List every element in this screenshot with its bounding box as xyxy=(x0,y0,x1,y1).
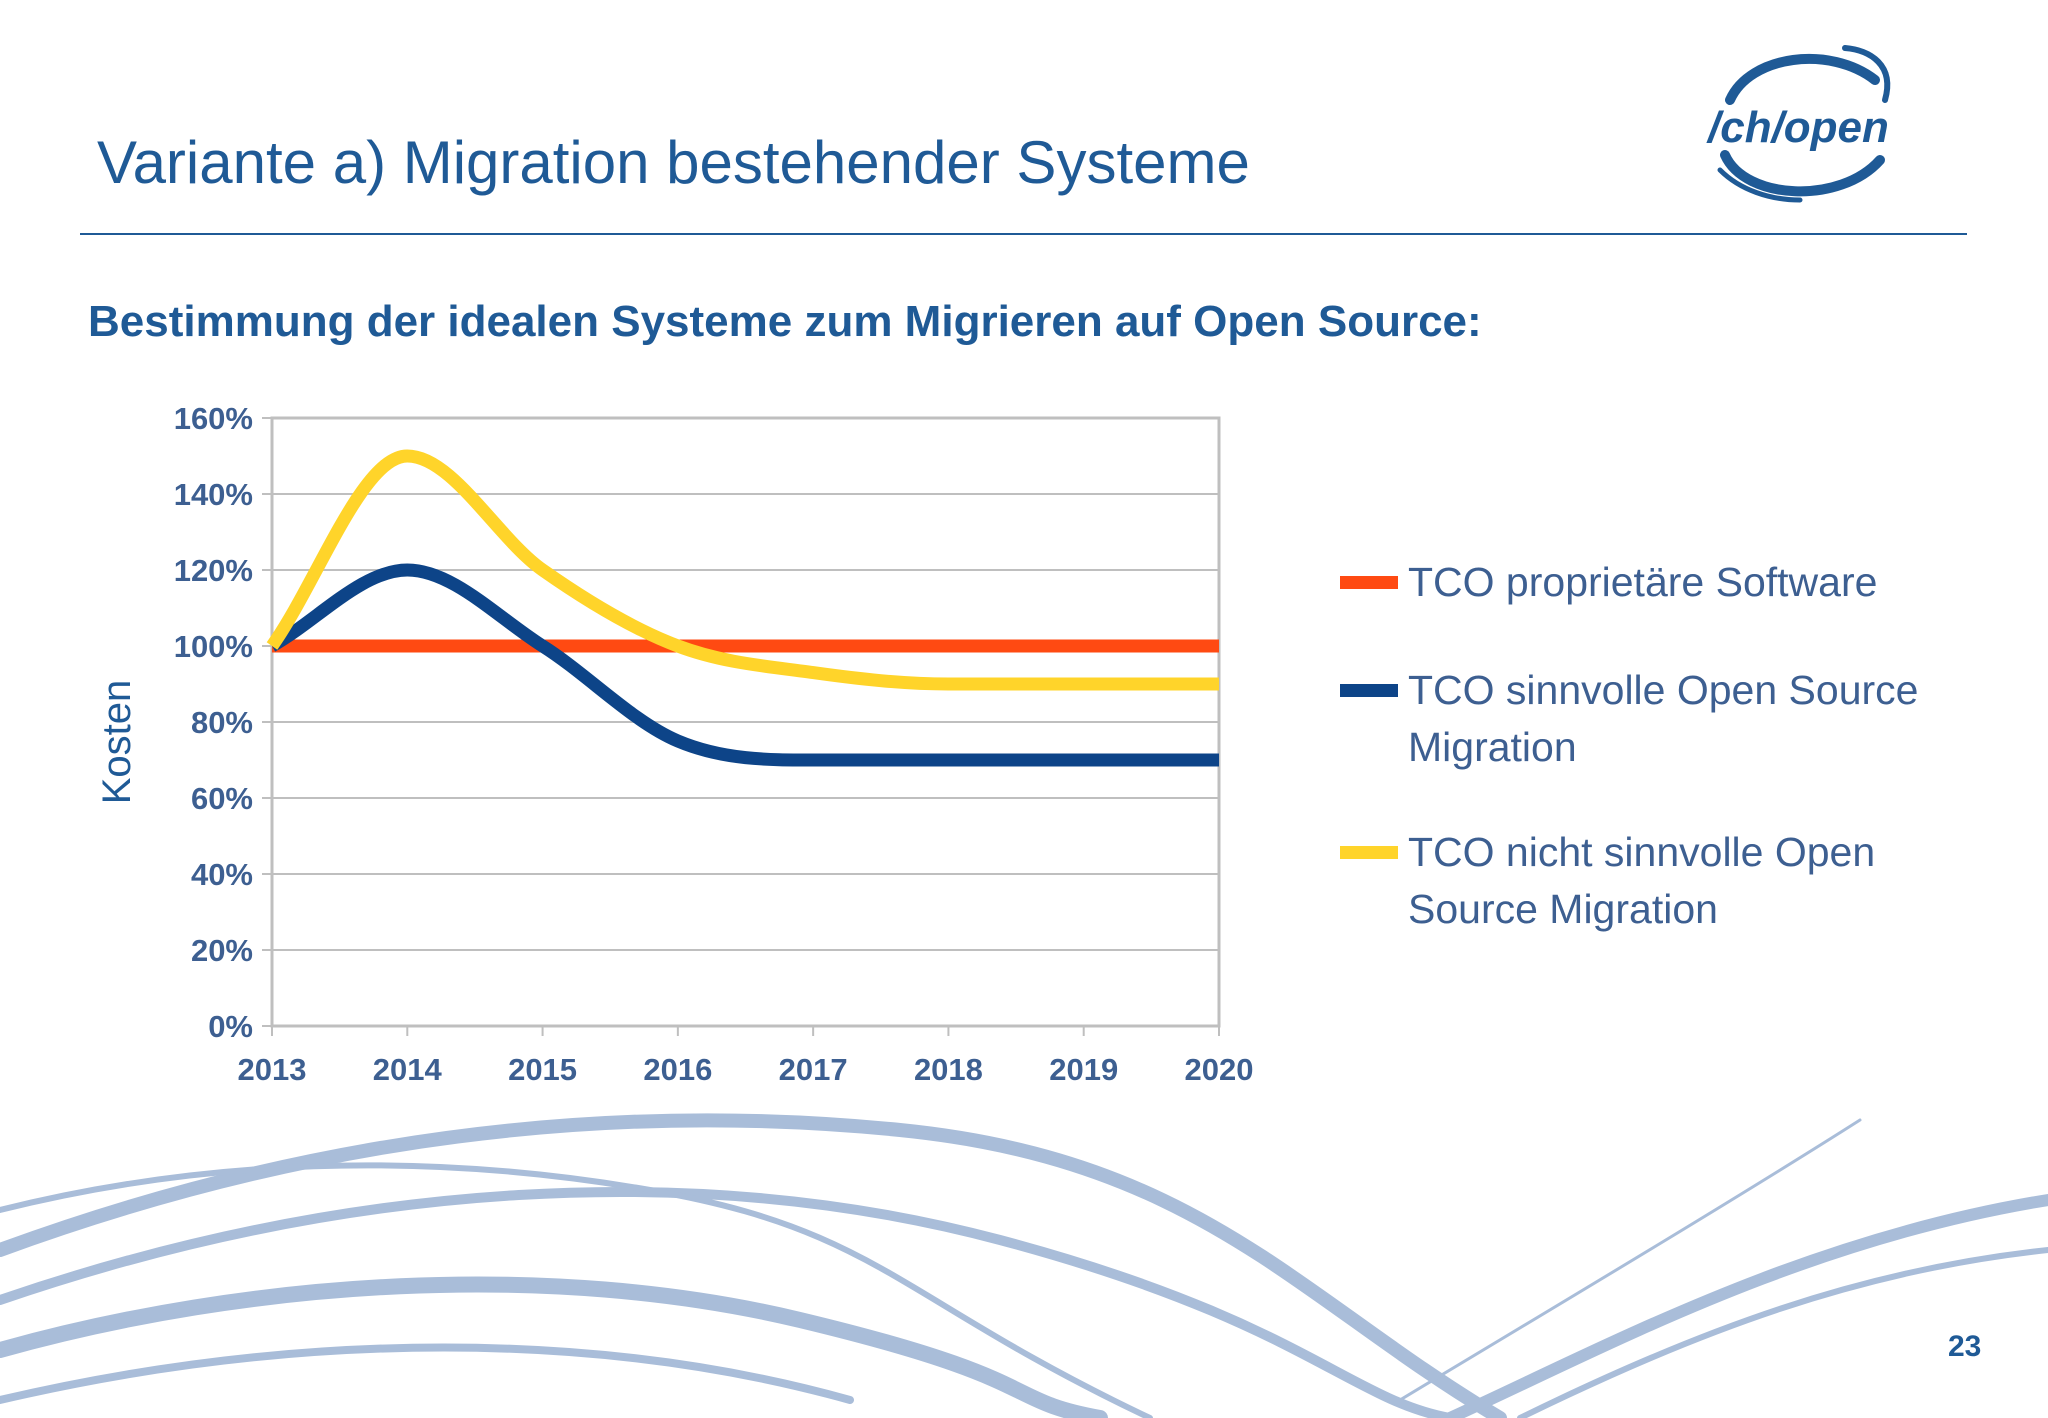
legend-label: Source Migration xyxy=(1408,886,1718,932)
y-tick-label: 60% xyxy=(191,781,253,816)
x-tick-label: 2020 xyxy=(1185,1052,1254,1087)
y-tick-label: 80% xyxy=(191,705,253,740)
x-tick-label: 2016 xyxy=(643,1052,712,1087)
chart-gridlines xyxy=(262,417,1220,1036)
y-tick-label: 160% xyxy=(174,401,253,436)
x-tick-label: 2013 xyxy=(238,1052,307,1087)
legend-swatch xyxy=(1340,576,1398,589)
series-line-3 xyxy=(266,449,1219,691)
legend-swatch xyxy=(1340,846,1398,859)
legend-label: TCO proprietäre Software xyxy=(1408,559,1877,605)
y-tick-label: 20% xyxy=(191,933,253,968)
y-tick-label: 120% xyxy=(174,553,253,588)
x-tick-label: 2014 xyxy=(373,1052,443,1087)
legend-label: Migration xyxy=(1408,724,1577,770)
slide-subtitle: Bestimmung der idealen Systeme zum Migri… xyxy=(88,297,1482,346)
x-tick-label: 2015 xyxy=(508,1052,577,1087)
logo-text: /ch/open xyxy=(1706,103,1889,152)
ch-open-logo: /ch/open xyxy=(1706,45,1891,203)
y-tick-label: 100% xyxy=(174,629,253,664)
y-tick-label: 0% xyxy=(208,1009,253,1044)
title-divider xyxy=(80,233,1967,235)
y-axis-tick-labels: 0% 20% 40% 60% 80% 100% 120% 140% 160% xyxy=(174,401,253,1044)
y-tick-label: 40% xyxy=(191,857,253,892)
legend-label: TCO sinnvolle Open Source xyxy=(1408,667,1918,713)
legend-label: TCO nicht sinnvolle Open xyxy=(1408,829,1875,875)
x-tick-label: 2018 xyxy=(914,1052,983,1087)
x-axis-tick-labels: 2013 2014 2015 2016 2017 2018 2019 2020 xyxy=(238,1052,1254,1087)
legend-swatch xyxy=(1340,684,1398,697)
y-tick-label: 140% xyxy=(174,477,253,512)
y-axis-label: Kosten xyxy=(95,680,139,805)
background-wave-graphic xyxy=(0,1113,2048,1418)
chart-legend: TCO proprietäre Software TCO sinnvolle Op… xyxy=(1340,559,1918,932)
chart-series xyxy=(266,449,1219,767)
plot-area-frame xyxy=(270,416,1221,1028)
x-tick-label: 2017 xyxy=(779,1052,848,1087)
page-number: 23 xyxy=(1948,1330,1982,1363)
slide-title: Variante a) Migration bestehender System… xyxy=(97,129,1250,196)
x-tick-label: 2019 xyxy=(1049,1052,1118,1087)
series-line-2 xyxy=(268,563,1219,767)
